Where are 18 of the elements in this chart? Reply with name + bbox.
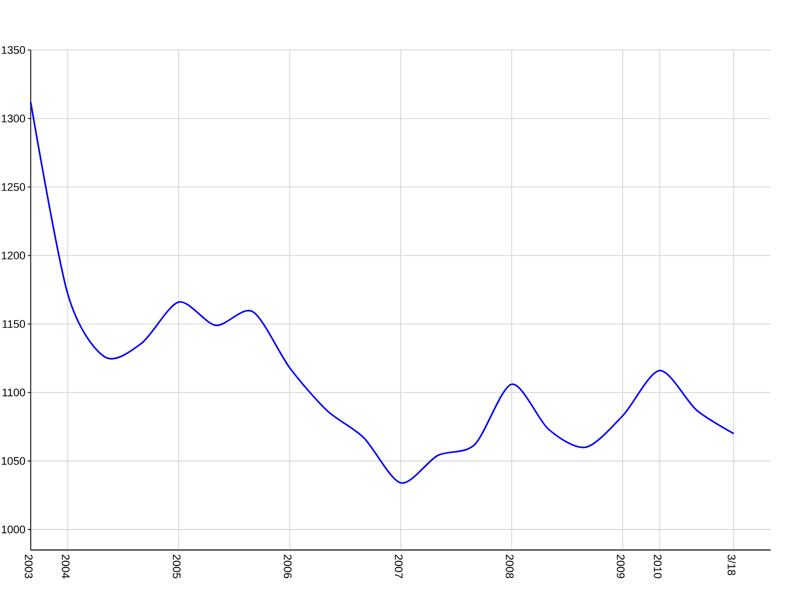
y-tick-label: 1350 (2, 46, 26, 54)
x-tick-label: 2006 (284, 554, 292, 578)
x-tick-label: 3/18 (728, 554, 736, 576)
x-tick-label: 2003 (24, 554, 33, 578)
y-tick-label: 1200 (2, 252, 26, 260)
x-tick-label: 2009 (616, 554, 625, 578)
x-tick-label: 2008 (506, 554, 514, 578)
y-tick-label: 1150 (2, 320, 26, 328)
y-tick-label: 1100 (2, 388, 26, 396)
y-tick-label: 1000 (2, 526, 26, 534)
x-tick-label: 2004 (62, 554, 70, 578)
x-tick-label: 2007 (394, 554, 403, 578)
y-tick-label: 1050 (2, 457, 26, 465)
x-tick-label: 2005 (172, 554, 181, 578)
line-series (30, 101, 735, 484)
x-tick-label: 2010 (654, 554, 662, 578)
y-tick-label: 1250 (2, 183, 26, 191)
y-tick-label: 1300 (2, 114, 26, 122)
